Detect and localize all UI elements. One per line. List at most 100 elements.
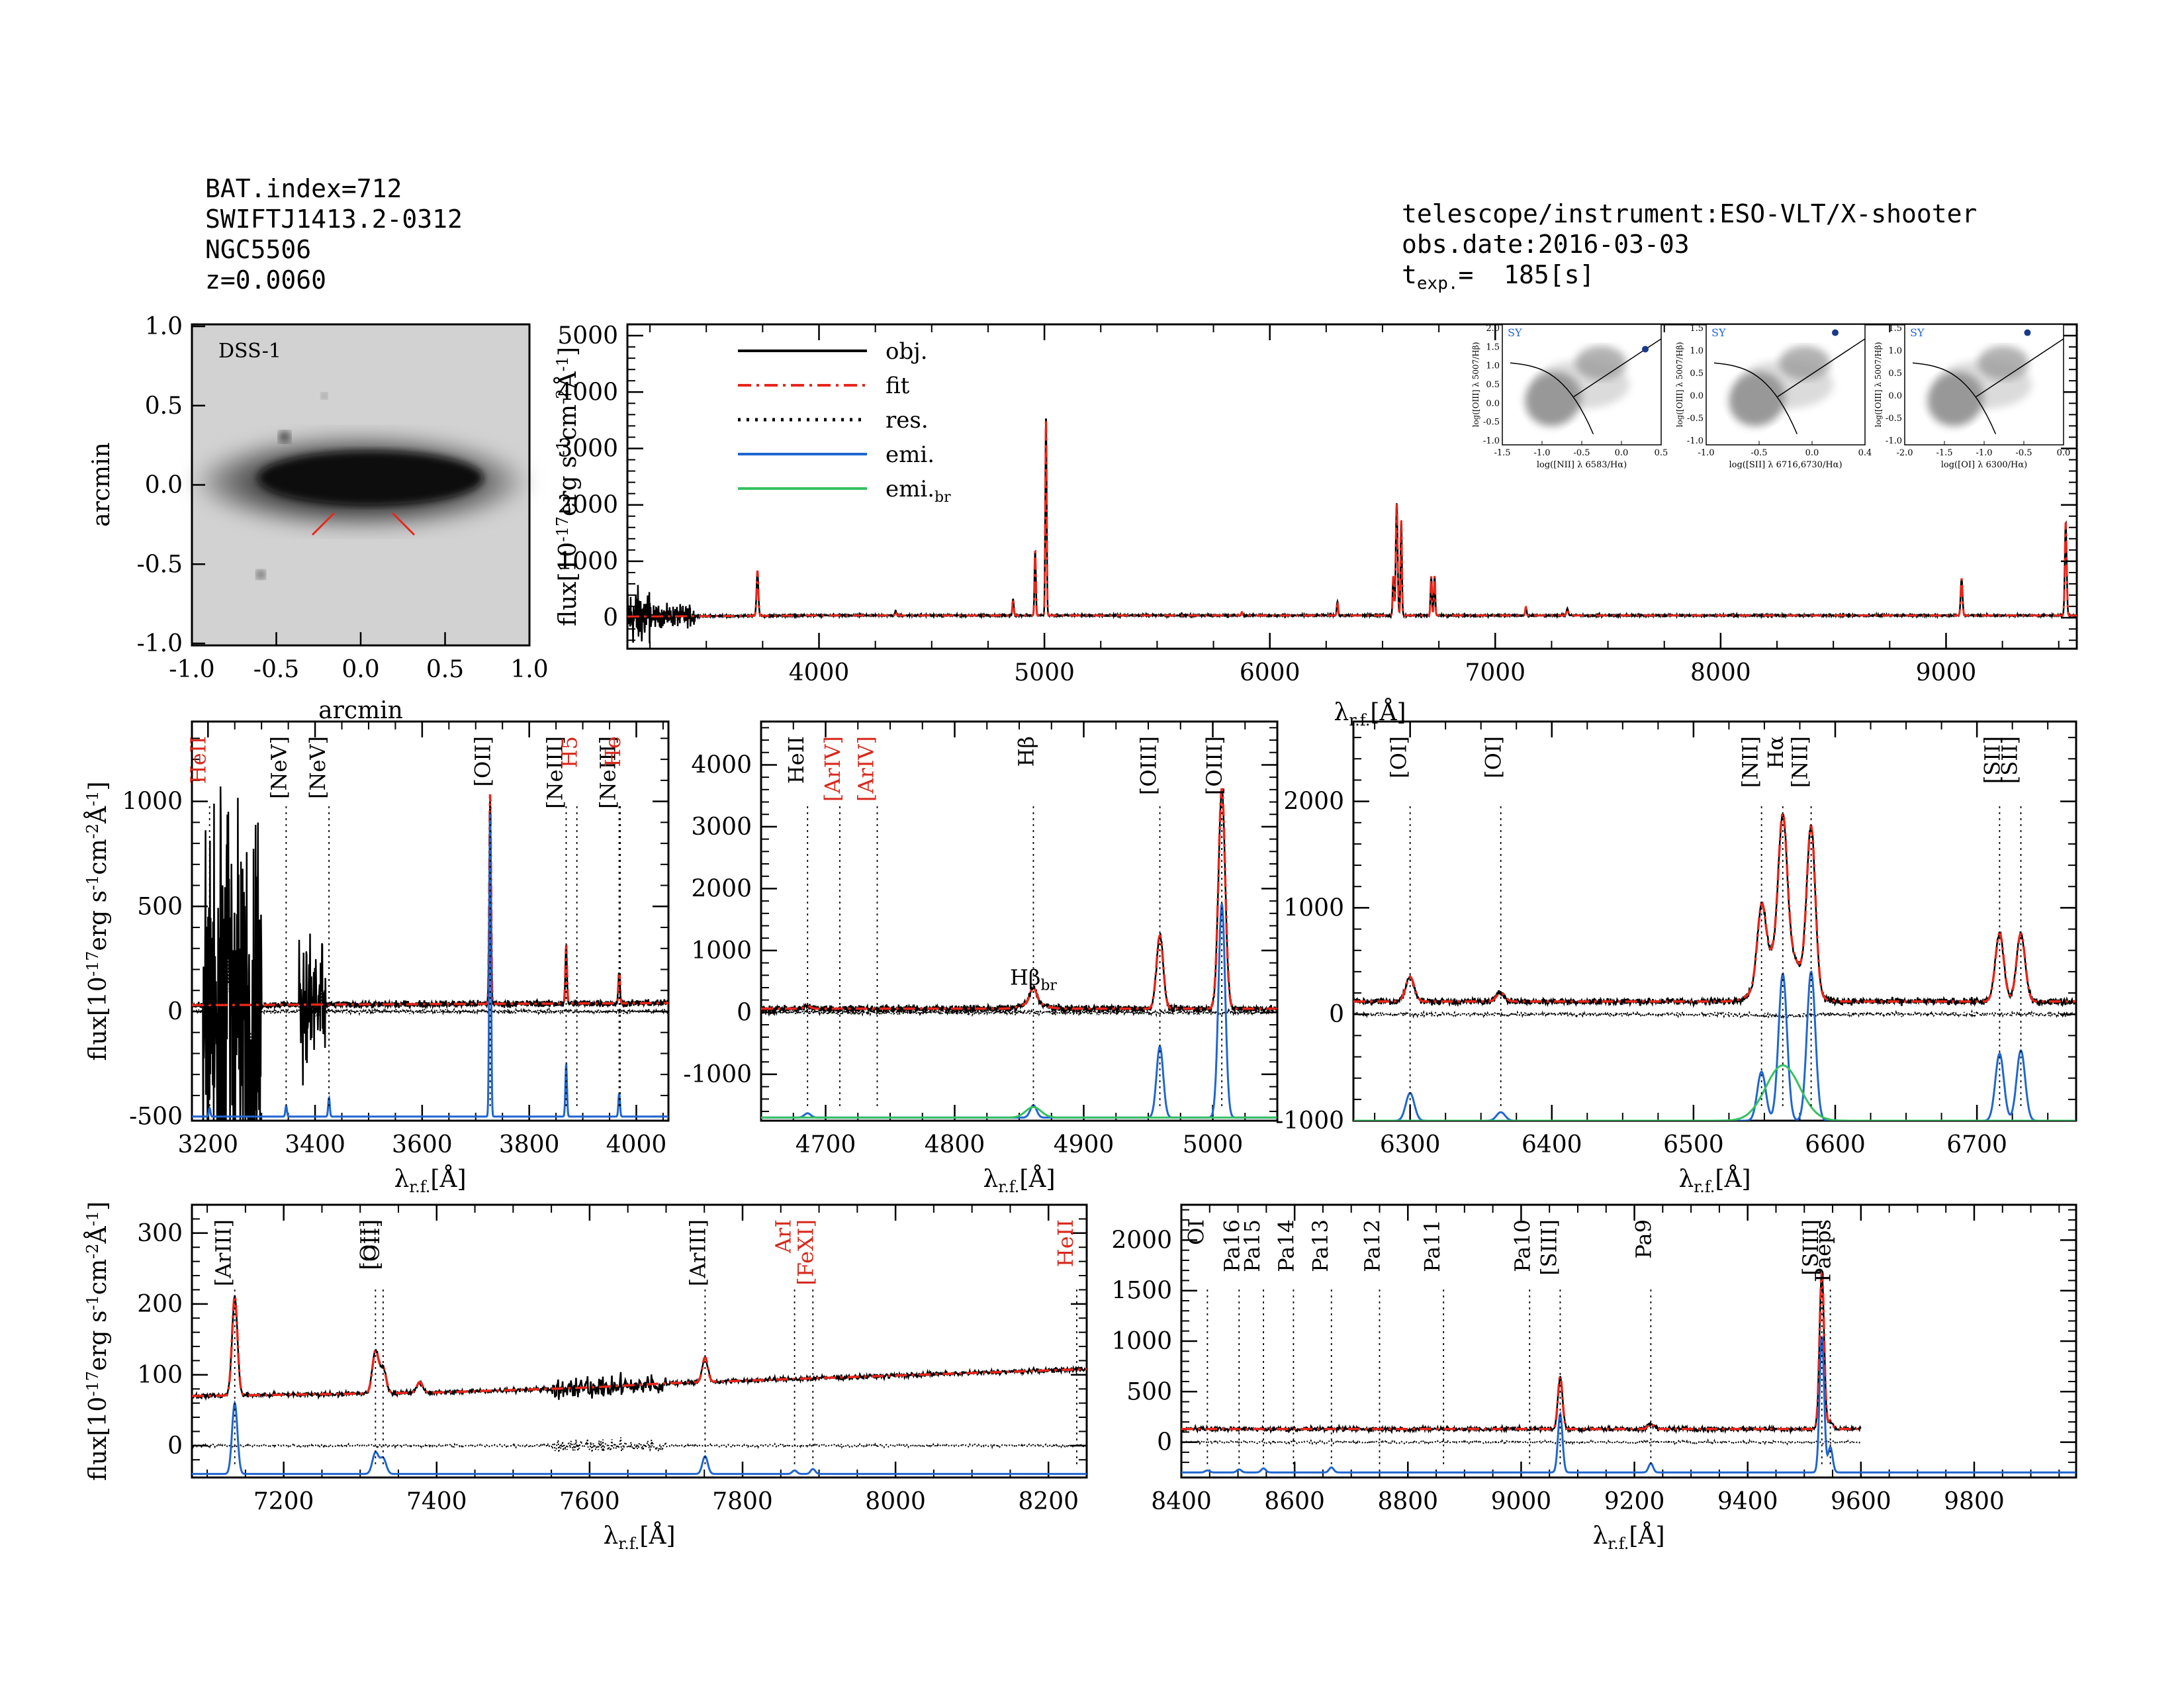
slit-marker bbox=[311, 512, 336, 536]
line-marker-label: [SII] bbox=[1997, 736, 2022, 784]
density-cloud bbox=[1534, 360, 1629, 409]
y-tick-label: 2000 bbox=[557, 492, 618, 519]
source-info: BAT.index=712 SWIFTJ1413.2-0312 NGC5506 z=0… bbox=[205, 173, 463, 295]
density-cloud bbox=[1738, 360, 1833, 409]
swift-name: SWIFTJ1413.2-0312 bbox=[205, 205, 463, 234]
x-tick-label: 8800 bbox=[1377, 1488, 1438, 1515]
line-marker-label: [NeV] bbox=[305, 736, 330, 799]
bpt-y-tick-label: 2.0 bbox=[1486, 324, 1500, 334]
bpt-y-tick-label: -1.0 bbox=[1886, 436, 1902, 446]
x-tick-label: 4000 bbox=[606, 1131, 667, 1158]
observation-info: telescope/instrument:ESO-VLT/X-shooter ob… bbox=[1402, 199, 1977, 299]
bpt-y-tick-label: 1.0 bbox=[1690, 346, 1704, 356]
x-tick-label: 6500 bbox=[1663, 1131, 1724, 1158]
bpt-point bbox=[1642, 346, 1649, 353]
x-tick-label: 6000 bbox=[1240, 659, 1300, 686]
series-fit bbox=[192, 794, 668, 1007]
x-tick-label: 7600 bbox=[559, 1488, 620, 1515]
bpt-x-tick-label: -1.0 bbox=[1533, 448, 1550, 458]
red-plot-area bbox=[192, 1295, 1087, 1476]
bpt-x-tick-label: -2.0 bbox=[1896, 448, 1913, 458]
y-axis-label: flux[10-17erg s-1cm-2Å-1] bbox=[553, 347, 582, 626]
annotation-label: Hβbr bbox=[1010, 964, 1057, 994]
y-tick-label: 0 bbox=[603, 604, 618, 632]
y-tick-label: -500 bbox=[129, 1103, 183, 1131]
x-tick-label: -1.0 bbox=[169, 656, 214, 683]
line-marker-label: [ArIV] bbox=[820, 736, 845, 802]
y-tick-label: 4000 bbox=[557, 379, 618, 406]
y-tick-label: 0 bbox=[737, 999, 752, 1026]
series-res bbox=[192, 1437, 1087, 1453]
x-tick-label: 4700 bbox=[796, 1131, 856, 1158]
halpha-spectrum: 6300 6400 6500 6600 6700 -1000 0 1000 2000 λr.f.[… bbox=[1275, 720, 2077, 1196]
y-tick-label: 200 bbox=[137, 1291, 183, 1318]
redshift: z=0.0060 bbox=[205, 265, 327, 295]
series-emi bbox=[1181, 1336, 1861, 1474]
bpt-y-label: log([OIII] λ 5007/Hβ) bbox=[1471, 342, 1480, 428]
x-tick-label: 9200 bbox=[1604, 1488, 1665, 1515]
series-obj bbox=[1181, 1272, 1862, 1435]
line-marker-label: Pa11 bbox=[1420, 1219, 1445, 1272]
legend-label: emi. bbox=[886, 442, 934, 468]
x-tick-label: 8200 bbox=[1018, 1488, 1079, 1515]
y-tick-label: 4000 bbox=[691, 751, 752, 778]
blue-spectrum: 3200 3400 3600 3800 4000 -500 0 500 1000 λr.f.[Å]… bbox=[83, 720, 670, 1196]
series-emi-br bbox=[761, 1105, 1277, 1119]
bpt-y-label: log([OIII] λ 5007/Hβ) bbox=[1874, 342, 1883, 428]
halpha-spectrum-frame bbox=[1352, 720, 2077, 1122]
line-marker-label: [OII] bbox=[359, 1219, 385, 1270]
x-tick-label: 4900 bbox=[1054, 1131, 1115, 1158]
bpt-y-tick-label: -1.0 bbox=[1483, 436, 1500, 446]
x-axis-label: arcmin bbox=[318, 697, 403, 724]
bpt-y-label: log([OIII] λ 5007/Hβ) bbox=[1675, 342, 1684, 428]
bpt-x-label: log([OI] λ 6300/Hα) bbox=[1941, 460, 2027, 470]
legend-label: obj. bbox=[886, 338, 928, 365]
x-tick-label: 7400 bbox=[406, 1488, 467, 1515]
star bbox=[256, 570, 265, 579]
bpt-point bbox=[1832, 329, 1839, 336]
line-marker-label: [ArIII] bbox=[685, 1219, 710, 1286]
y-tick-label: 3000 bbox=[691, 814, 752, 841]
bpt-x-tick-label: -0.5 bbox=[1573, 448, 1590, 458]
line-marker-label: Hβ bbox=[1013, 736, 1038, 767]
line-marker-label: [NeV] bbox=[266, 736, 291, 799]
series-fit bbox=[627, 418, 2077, 618]
line-marker-label: [OII] bbox=[471, 736, 496, 786]
dss-image-panel: DSS-1 -1.0 -0.5 0.0 0.5 1.0 1.0 0.5 0.0 -0.5 -1.0 a… bbox=[88, 313, 549, 724]
x-tick-label: 4000 bbox=[789, 659, 850, 686]
line-marker-label: HeII bbox=[1053, 1219, 1078, 1267]
series-emi-br bbox=[1353, 1064, 2076, 1121]
star bbox=[321, 393, 328, 399]
bpt-diagram: SY -1.5 -1.0 -0.5 0.0 0.5 2.0 1.5 1.0 0.5 0.0 -0.5 -… bbox=[1471, 324, 1668, 470]
overview-spectrum: 4000 5000 6000 7000 8000 9000 0 1000 2000 3000 400… bbox=[553, 322, 2078, 729]
line-marker-label: [SII] bbox=[1979, 736, 2005, 784]
x-tick-label: 9800 bbox=[1944, 1488, 2005, 1515]
star bbox=[279, 431, 291, 443]
x-tick-label: 6700 bbox=[1946, 1131, 2007, 1158]
y-tick-label: 1500 bbox=[1111, 1278, 1172, 1305]
galaxy-core bbox=[258, 451, 483, 504]
slit-marker bbox=[391, 512, 416, 536]
x-tick-label: 1.0 bbox=[510, 656, 548, 683]
y-tick-label: -1.0 bbox=[137, 630, 183, 657]
demarcation-curve bbox=[1713, 362, 1798, 435]
y-tick-label: 0 bbox=[1329, 1001, 1344, 1028]
bpt-y-tick-label: 1.0 bbox=[1888, 346, 1902, 356]
series-emi bbox=[192, 812, 668, 1118]
x-tick-label: 9000 bbox=[1491, 1488, 1552, 1515]
exposure-time: texp.= 185[s] bbox=[1402, 260, 1595, 294]
y-tick-label: 1000 bbox=[1283, 894, 1344, 921]
x-tick-label: 0.5 bbox=[426, 656, 464, 683]
bpt-x-tick-label: -0.5 bbox=[2015, 448, 2032, 458]
line-marker-label: Paeps bbox=[1811, 1219, 1836, 1282]
x-axis-label: λr.f.[Å] bbox=[603, 1522, 675, 1553]
bpt-x-tick-label: 0.0 bbox=[1805, 448, 1819, 458]
line-marker-label: ArI bbox=[771, 1219, 796, 1254]
x-tick-label: 6300 bbox=[1380, 1131, 1441, 1158]
bpt-y-tick-label: 0.0 bbox=[1888, 391, 1902, 401]
demarcation-line bbox=[1777, 338, 1866, 397]
line-marker-label: [OIII] bbox=[1136, 736, 1161, 795]
x-axis-label: λr.f.[Å] bbox=[1334, 698, 1406, 729]
